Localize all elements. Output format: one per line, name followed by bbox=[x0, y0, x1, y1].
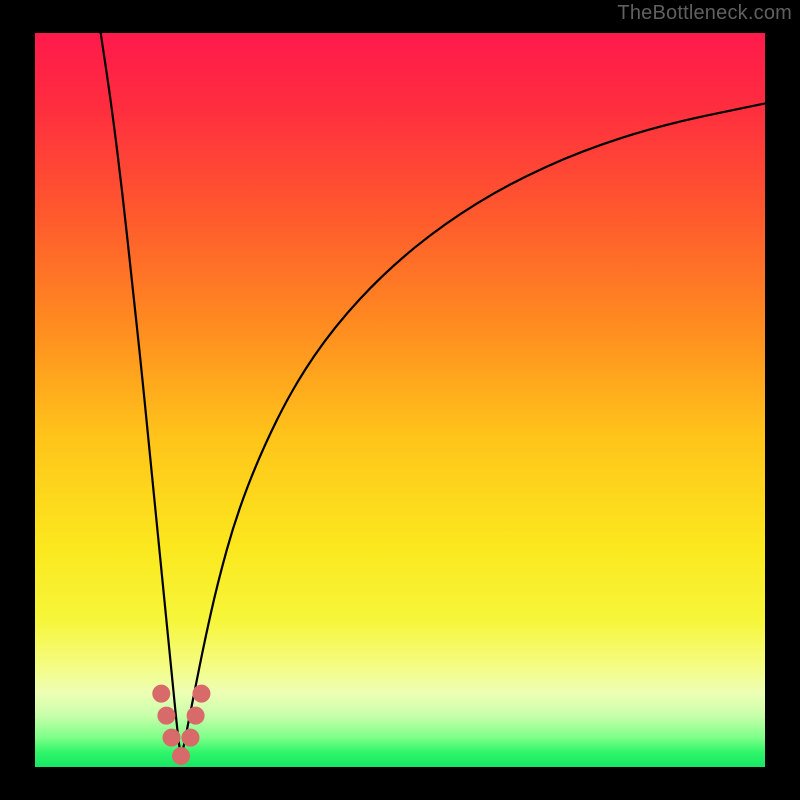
marker-dot bbox=[187, 707, 204, 724]
marker-dot bbox=[158, 707, 175, 724]
marker-dot bbox=[153, 685, 170, 702]
marker-dot bbox=[193, 685, 210, 702]
chart-container: TheBottleneck.com bbox=[0, 0, 800, 800]
chart-svg bbox=[0, 0, 800, 800]
marker-dot bbox=[173, 747, 190, 764]
marker-dot bbox=[163, 729, 180, 746]
marker-dot bbox=[182, 729, 199, 746]
